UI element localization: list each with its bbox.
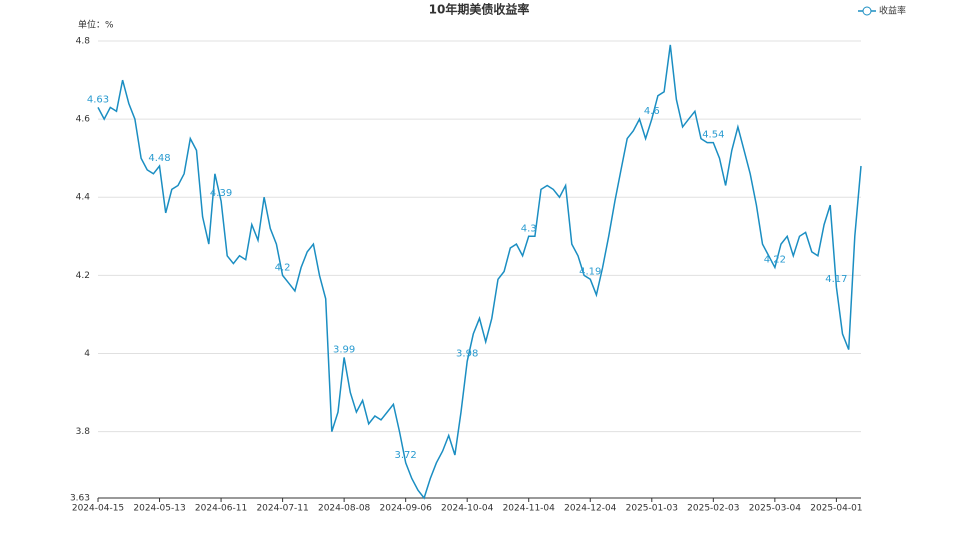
data-label: 4.3	[521, 223, 537, 234]
y-tick-label: 4.8	[76, 37, 91, 47]
data-label: 4.54	[702, 130, 724, 141]
x-tick-label: 2024-11-04	[503, 504, 556, 514]
x-tick-label: 2024-06-11	[195, 504, 247, 514]
y-tick-label: 4.2	[76, 271, 90, 281]
data-label: 4.2	[275, 262, 291, 273]
y-tick-label: 3.8	[76, 427, 91, 437]
x-tick-label: 2024-12-04	[564, 504, 617, 514]
x-tick-label: 2025-03-04	[749, 504, 802, 514]
data-label: 3.72	[395, 450, 417, 461]
data-label: 4.22	[764, 255, 786, 266]
x-tick-label: 2024-08-08	[318, 504, 371, 514]
x-tick-label: 2025-04-01	[810, 504, 862, 514]
y-tick-label: 4.6	[76, 115, 91, 125]
x-tick-label: 2024-09-06	[380, 504, 433, 514]
x-tick-label: 2025-02-03	[687, 504, 739, 514]
data-label: 4.48	[148, 153, 170, 164]
y-tick-label: 4	[84, 349, 90, 359]
chart-title: 10年期美债收益率	[429, 2, 530, 17]
data-label: 3.99	[333, 344, 355, 355]
legend-label: 收益率	[879, 5, 906, 17]
data-label: 4.39	[210, 188, 232, 199]
x-tick-label: 2024-04-15	[72, 504, 124, 514]
data-label: 4.63	[87, 94, 109, 105]
unit-label: 单位：%	[78, 19, 114, 31]
legend[interactable]: 收益率	[858, 5, 906, 17]
x-tick-label: 2025-01-03	[626, 504, 678, 514]
legend-marker	[862, 6, 872, 16]
y-tick-label: 3.63	[70, 494, 90, 504]
x-tick-label: 2024-10-04	[441, 504, 494, 514]
series-line	[97, 44, 862, 500]
data-label: 4.19	[579, 266, 601, 277]
data-label: 4.17	[825, 274, 847, 285]
data-label: 3.98	[456, 348, 478, 359]
data-label: 4.6	[644, 106, 660, 117]
x-tick-label: 2024-07-11	[256, 504, 308, 514]
x-tick-label: 2024-05-13	[133, 504, 185, 514]
y-tick-label: 4.4	[76, 193, 91, 203]
